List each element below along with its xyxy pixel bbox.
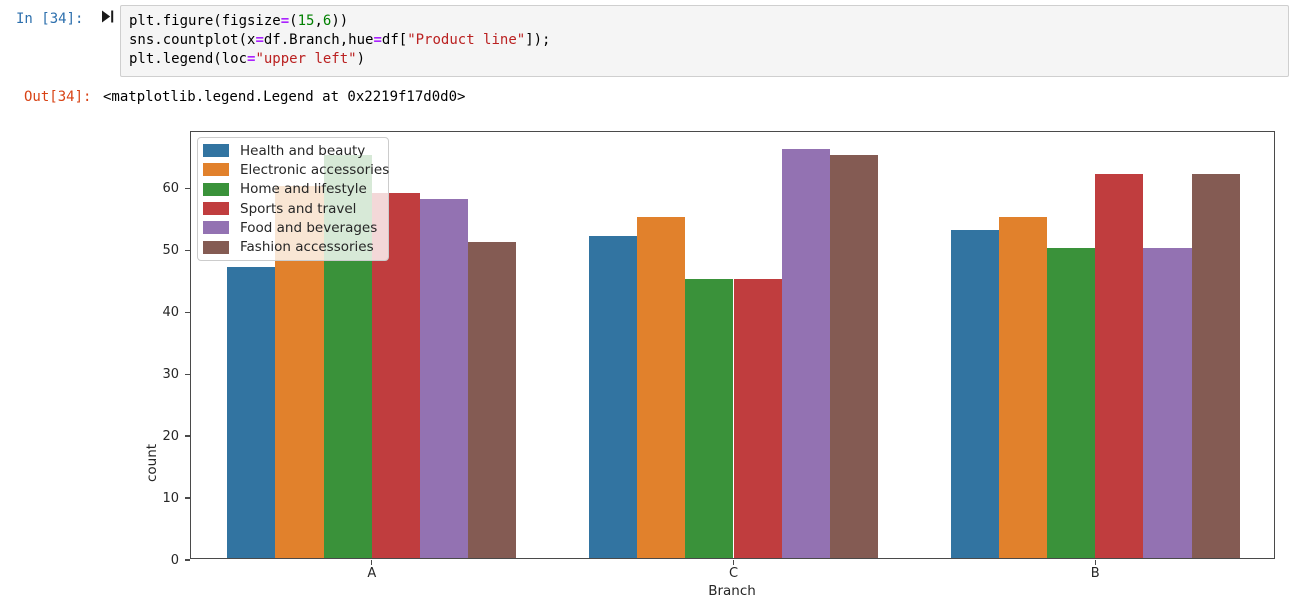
axes-area: 0 10 20 30 40 50 60 A C B Health and beauty Electro… <box>162 131 1275 581</box>
legend-item: Electronic accessories <box>203 160 389 179</box>
legend-swatch-icon <box>203 202 229 216</box>
code-token-str: "upper left" <box>255 51 357 67</box>
code-token-op: = <box>247 51 256 67</box>
bar-C-home-and-lifestyle <box>685 279 734 558</box>
bar-B-home-and-lifestyle <box>1046 248 1096 558</box>
y-axis-label: count <box>144 443 160 483</box>
bar-B-food-and-beverages <box>1143 248 1192 558</box>
y-tick-mark <box>185 311 190 313</box>
legend-label: Sports and travel <box>240 200 357 217</box>
y-tick-mark <box>185 497 190 499</box>
bar-A-fashion-accessories <box>468 242 517 558</box>
legend-item: Health and beauty <box>203 141 382 160</box>
code-token-op: = <box>373 32 382 48</box>
output-repr: <matplotlib.legend.Legend at 0x2219f17d0… <box>103 89 466 105</box>
y-tick-mark <box>185 435 190 437</box>
bar-A-health-and-beauty <box>227 266 276 558</box>
y-tick-mark <box>185 373 190 375</box>
code-token-plain: sns.countplot(x <box>129 32 256 48</box>
run-cell-icon[interactable] <box>102 10 114 23</box>
legend-item: Sports and travel <box>203 199 382 218</box>
output-prompt: Out[34]: <box>24 89 92 105</box>
legend-swatch-icon <box>203 163 229 177</box>
legend-swatch-icon <box>203 240 229 254</box>
code-token-str: "Product line" <box>407 32 526 48</box>
code-token-plain: ) <box>356 51 366 67</box>
legend-label: Fashion accessories <box>240 239 374 256</box>
x-axis-label: Branch <box>708 583 756 599</box>
bar-C-health-and-beauty <box>588 235 638 558</box>
y-tick-mark <box>185 249 190 251</box>
bar-C-sports-and-travel <box>733 279 782 558</box>
y-tick-label: 30 <box>162 366 179 382</box>
code-token-plain: )) <box>331 13 349 29</box>
y-tick-label: 40 <box>162 304 179 320</box>
legend-swatch-icon <box>203 221 229 235</box>
x-tick-label: C <box>728 566 739 581</box>
code-token-num: 6 <box>322 13 332 29</box>
code-text: plt.figure(figsize=(15,6)) sns.countplot… <box>121 6 1288 75</box>
code-token-plain: ]); <box>525 32 551 48</box>
y-tick-mark <box>185 559 190 561</box>
code-token-num: 15 <box>297 13 315 29</box>
x-tick-mark <box>1094 560 1096 565</box>
x-tick-label: B <box>1090 566 1100 581</box>
bar-B-sports-and-travel <box>1095 173 1144 558</box>
y-tick-mark <box>185 187 190 189</box>
legend-item: Fashion accessories <box>203 237 382 256</box>
code-token-plain: ( <box>289 13 298 29</box>
code-token-op: = <box>255 32 264 48</box>
y-tick-label: 60 <box>162 180 179 196</box>
bar-C-electronic-accessories <box>637 217 686 558</box>
matplotlib-figure: 0 10 20 30 40 50 60 A C B Health and beauty Electro… <box>110 118 1292 610</box>
code-token-plain: plt.figure(figsize <box>129 13 281 29</box>
y-tick-label: 10 <box>162 490 179 506</box>
x-tick-mark <box>732 560 735 565</box>
bar-B-fashion-accessories <box>1191 173 1240 558</box>
x-tick-mark <box>371 560 373 565</box>
code-token-op: = <box>280 13 290 29</box>
legend-label: Food and beverages <box>240 219 378 236</box>
y-tick-label: 20 <box>162 428 179 444</box>
code-token-plain: df.Branch,hue <box>263 32 374 48</box>
legend-item: Food and beverages <box>203 218 382 237</box>
chart-legend: Health and beauty Electronic accessories H… <box>197 137 389 261</box>
legend-label: Health and beauty <box>240 142 366 159</box>
legend-swatch-icon <box>203 182 229 196</box>
bar-A-food-and-beverages <box>420 198 469 558</box>
code-editor[interactable]: plt.figure(figsize=(15,6)) sns.countplot… <box>120 5 1289 77</box>
legend-item: Home and lifestyle <box>203 180 382 199</box>
y-tick-label: 50 <box>162 242 179 258</box>
code-token-plain: plt.legend(loc <box>129 51 248 67</box>
code-token-plain: df[ <box>381 32 408 48</box>
legend-label: Electronic accessories <box>240 161 390 178</box>
bar-B-health-and-beauty <box>950 229 999 558</box>
y-tick-label: 0 <box>170 552 179 568</box>
legend-swatch-icon <box>203 144 229 158</box>
code-token-plain: , <box>314 13 323 29</box>
bar-C-food-and-beverages <box>781 149 830 558</box>
input-prompt: In [34]: <box>16 11 84 27</box>
bar-C-fashion-accessories <box>829 155 879 558</box>
x-tick-label: A <box>367 566 377 581</box>
legend-label: Home and lifestyle <box>240 181 367 198</box>
bar-B-electronic-accessories <box>998 217 1047 558</box>
